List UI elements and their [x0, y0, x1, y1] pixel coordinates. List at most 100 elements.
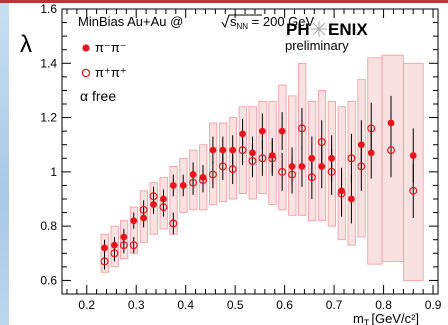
svg-text:mT[GeV/c²]: mT [GeV/c²]	[353, 311, 419, 325]
point-s1-26	[367, 124, 376, 133]
sqrt-icon	[221, 14, 262, 29]
point-s0-22	[318, 163, 326, 170]
point-s0-4	[140, 214, 148, 222]
point-s0-29	[409, 152, 417, 159]
x-tick-label-1: 0.3	[128, 298, 145, 312]
point-s1-24	[347, 154, 356, 163]
annotation-sqrt-s: s	[230, 14, 237, 29]
point-s0-21	[308, 154, 316, 162]
phenix-logo: PH ENIX preliminary	[285, 20, 368, 53]
point-s1-11	[218, 162, 227, 171]
point-s1-20	[307, 173, 316, 182]
point-s1-23	[337, 189, 346, 198]
point-s0-20	[298, 163, 306, 170]
point-s1-4	[139, 205, 148, 214]
svg-text:sNN = 200 GeV: sNN = 200 GeV	[230, 14, 315, 31]
point-s0-18	[278, 127, 286, 135]
point-s0-14	[239, 130, 246, 138]
point-s1-0	[100, 257, 109, 266]
point-s1-5	[149, 192, 158, 201]
annotation-system-pre: MinBias Au+Au @	[78, 14, 183, 29]
logo-burst-icon	[311, 21, 327, 37]
logo-text-right: ENIX	[328, 20, 368, 39]
alpha-free-label: α free	[80, 88, 116, 104]
x-tick-label-4: 0.6	[276, 298, 293, 312]
point-s0-28	[387, 119, 395, 127]
legend-label-minus: π⁻π⁻	[95, 40, 127, 55]
y-axis-label: λ	[20, 31, 32, 58]
x-axis-label: mT [GeV/c²]	[353, 311, 419, 325]
x-tick-label-7: 0.9	[425, 298, 442, 312]
point-s1-8	[189, 178, 198, 187]
point-s0-3	[130, 217, 138, 225]
point-s1-10	[208, 170, 217, 179]
point-s0-23	[328, 154, 336, 162]
y-tick-label-0: 0.6	[40, 273, 57, 287]
logo-text-left: PH	[286, 20, 310, 39]
y-tick-label-3: 1.2	[40, 111, 57, 125]
y-tick-label-1: 0.8	[40, 219, 57, 233]
slide-left-edge	[0, 0, 9, 325]
point-s1-18	[288, 170, 297, 179]
x-axis-label-main: m	[353, 311, 364, 325]
point-s1-16	[268, 154, 277, 163]
x-tick-label-5: 0.7	[326, 298, 343, 312]
point-s1-15	[258, 154, 267, 163]
point-s0-2	[120, 233, 128, 241]
annotation-system-post: = 200 GeV	[248, 14, 314, 29]
point-s0-16	[258, 127, 266, 135]
sys-band-27	[367, 57, 383, 265]
point-s0-0	[101, 244, 108, 252]
point-s0-7	[169, 182, 177, 189]
point-s1-6	[159, 203, 168, 212]
point-s1-9	[199, 176, 208, 185]
point-s1-17	[278, 167, 287, 176]
point-s1-19	[297, 124, 306, 133]
point-s1-13	[238, 146, 247, 155]
point-s1-21	[317, 138, 326, 147]
legend: π⁻π⁻ π⁺π⁺ α free	[80, 40, 127, 104]
legend-marker-open	[81, 68, 91, 78]
point-s0-24	[338, 187, 345, 195]
annotation-sqrt-sub: NN	[237, 22, 249, 31]
axis-ticks: 0.2 0.3 0.4 0.5 0.6 0.7 0.8 0.9 0.6 0.8 1 1.2 1.4 1.6	[40, 2, 441, 312]
sys-band-28	[381, 54, 404, 262]
point-s0-27	[367, 149, 375, 157]
x-axis-label-unit: [GeV/c²]	[371, 311, 419, 325]
point-s1-2	[119, 241, 128, 250]
point-s1-27	[387, 146, 396, 155]
point-s0-6	[160, 195, 167, 203]
point-s1-1	[110, 249, 119, 258]
legend-marker-filled	[82, 44, 90, 52]
point-s0-25	[348, 195, 355, 203]
system-annotation: MinBias Au+Au @ sNN = 200 GeV	[78, 14, 315, 31]
point-s1-12	[228, 165, 237, 174]
point-s0-13	[229, 146, 237, 154]
y-tick-label-4: 1.4	[40, 56, 57, 70]
point-s0-19	[288, 163, 296, 170]
point-s1-22	[327, 167, 336, 176]
point-s0-17	[268, 152, 276, 159]
y-tick-label-2: 1	[50, 165, 57, 179]
x-tick-label-2: 0.4	[177, 298, 194, 312]
point-s1-28	[409, 186, 418, 195]
point-s0-10	[199, 173, 207, 181]
y-tick-label-5: 1.6	[40, 2, 57, 16]
point-s0-8	[179, 182, 187, 189]
plot-frame	[61, 8, 439, 295]
logo-subtitle: preliminary	[285, 38, 349, 53]
point-s1-7	[169, 219, 178, 228]
point-s0-5	[150, 201, 157, 208]
point-s0-1	[111, 241, 118, 249]
x-tick-label-6: 0.8	[375, 298, 392, 312]
point-s1-3	[129, 241, 138, 250]
legend-label-plus: π⁺π⁺	[95, 65, 127, 80]
point-s1-25	[357, 162, 366, 171]
x-tick-label-0: 0.2	[78, 298, 95, 312]
svg-text:MinBias Au+Au @: MinBias Au+Au @	[78, 14, 183, 29]
x-tick-label-3: 0.5	[227, 298, 244, 312]
point-s0-11	[209, 146, 217, 154]
point-s0-15	[249, 149, 256, 157]
